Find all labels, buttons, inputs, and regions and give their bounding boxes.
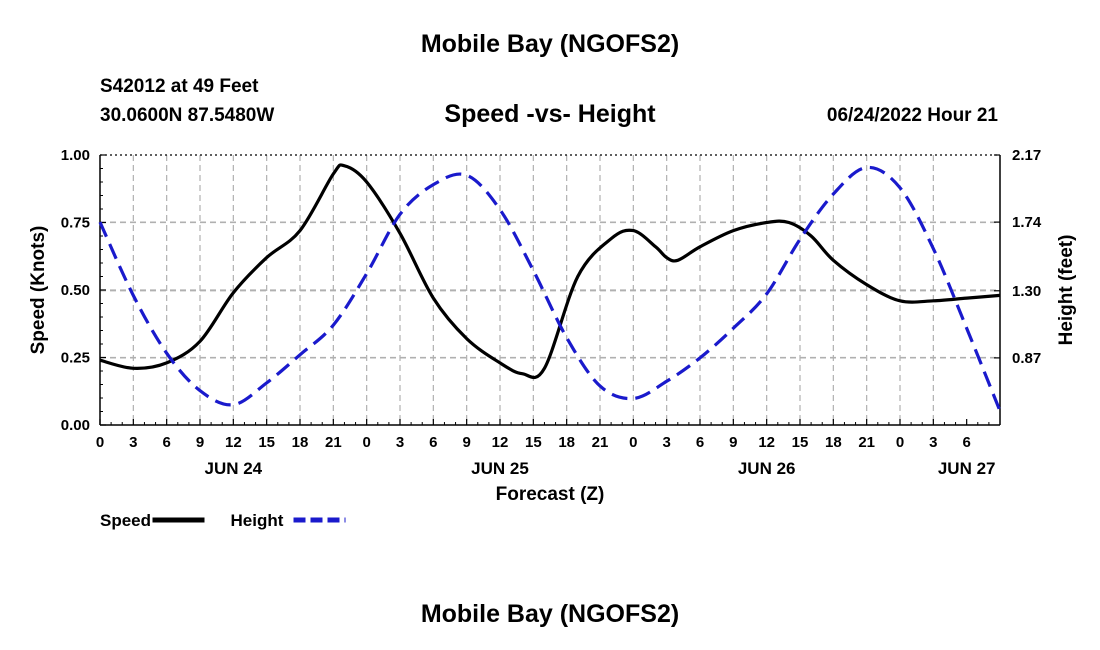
x-tick-label: 3 [396,434,404,451]
x-tick-label: 3 [929,434,937,451]
x-tick-label: 9 [196,434,204,451]
x-tick-label: 15 [792,434,809,451]
x-tick-label: 12 [225,434,242,451]
x-tick-label: 21 [858,434,875,451]
x-tick-label: 12 [758,434,775,451]
axes [99,154,1001,426]
height-series-line [98,165,1002,412]
x-tick-label: 3 [129,434,137,451]
x-tick-label: 6 [696,434,704,451]
left-y-tick-label: 0.50 [61,282,90,299]
x-tick-label: 6 [962,434,970,451]
right-y-axis-title: Height (feet) [1056,235,1077,346]
x-tick-label: 9 [462,434,470,451]
left-y-tick-label: 0.25 [61,350,90,367]
left-y-tick-label: 0.75 [61,215,90,232]
x-tick-label: 0 [96,434,104,451]
x-tick-label: 18 [825,434,842,451]
left-y-tick-label: 1.00 [61,147,90,164]
chart-title: Mobile Bay (NGOFS2) [420,30,680,58]
x-tick-label: 18 [292,434,309,451]
legend: Speed Height [100,511,346,530]
chart-subtitle: Speed -vs- Height [444,100,656,128]
grid [100,155,1000,425]
x-tick-label: 21 [592,434,609,451]
date-label: JUN 27 [938,459,996,478]
x-tick-label: 15 [258,434,275,451]
right-y-tick-label: 0.87 [1012,350,1041,367]
x-tick-label: 6 [429,434,437,451]
x-tick-label: 0 [896,434,904,451]
right-y-tick-label: 2.17 [1012,147,1041,164]
x-tick-label: 6 [162,434,170,451]
x-tick-label: 18 [558,434,575,451]
station-label: S42012 at 49 Feet [100,76,259,97]
date-label: JUN 24 [205,459,263,478]
date-label: JUN 26 [738,459,796,478]
x-tick-label: 15 [525,434,542,451]
footer-title: Mobile Bay (NGOFS2) [420,600,680,628]
right-y-tick-label: 1.30 [1012,283,1041,300]
x-tick-label: 0 [362,434,370,451]
coordinates-label: 30.0600N 87.5480W [100,105,275,126]
x-tick-label: 9 [729,434,737,451]
left-y-axis-title: Speed (Knots) [28,226,49,355]
x-tick-label: 12 [492,434,509,451]
speed-series-line [99,163,1001,380]
x-tick-label: 3 [662,434,670,451]
x-tick-label: 21 [325,434,342,451]
axis-labels: 0 3 6 9 12 15 18 21 0 3 6 9 12 15 18 21 0 3 6 9 12 15 18 21 0 3 6 J… [28,147,1077,505]
series [98,163,1002,412]
legend-label-speed: Speed [100,511,151,530]
x-tick-label: 0 [629,434,637,451]
date-label: JUN 25 [471,459,529,478]
forecast-datetime: 06/24/2022 Hour 21 [826,105,998,126]
x-axis-title: Forecast (Z) [496,484,605,505]
left-y-tick-label: 0.00 [61,417,90,434]
right-y-tick-label: 1.74 [1012,214,1042,231]
legend-label-height: Height [231,511,284,530]
